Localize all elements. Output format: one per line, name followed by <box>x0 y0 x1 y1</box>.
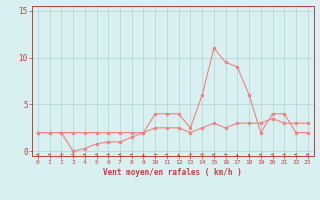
X-axis label: Vent moyen/en rafales ( km/h ): Vent moyen/en rafales ( km/h ) <box>103 168 242 177</box>
